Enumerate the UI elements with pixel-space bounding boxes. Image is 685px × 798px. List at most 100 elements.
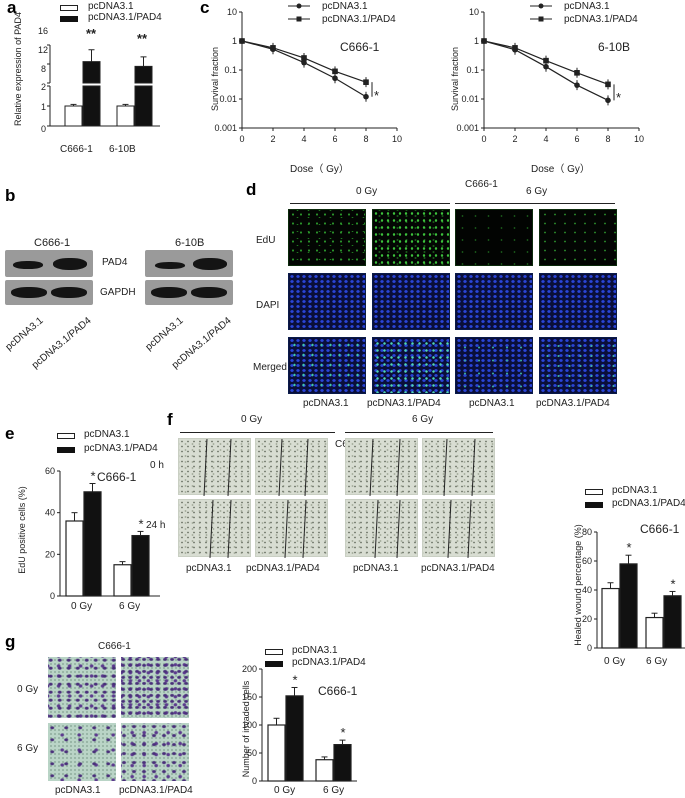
y-tick-label: 40 [582,585,592,595]
column-label: pcDNA3.1 [469,398,515,409]
bar [82,85,101,127]
y-tick-label: 0 [252,776,257,786]
y-tick-label: 200 [242,664,257,674]
transwell-image [48,657,116,718]
significance-mark: * [292,672,297,687]
dose-label: 6 Gy [412,414,434,425]
panel-label-g: g [5,632,16,651]
bar [116,105,135,127]
transwell-image [121,657,189,718]
x-tick-label: 8 [363,134,368,144]
x-tick-label: 6 Gy [646,656,668,667]
cell-line-label: 6-10B [175,237,205,249]
edu-image [372,209,450,266]
bar [619,563,638,649]
legend-label-control: pcDNA3.1 [612,485,658,496]
y-axis-label: Relative expression of PAD4 [13,12,23,126]
bar [601,587,620,649]
x-tick-label: 2 [512,134,517,144]
data-point [512,45,518,51]
y-tick-label: 40 [45,508,55,518]
dapi-image [455,273,533,330]
bar [113,564,132,597]
western-blot-gapdh [145,280,233,305]
x-tick-label: 10 [392,134,402,144]
data-point [605,97,611,104]
y-axis-label: EdU positive cells (%) [17,486,27,574]
significance-mark: ** [137,31,148,46]
chart-title: C666-1 [97,470,137,484]
significance-mark: * [90,469,95,484]
bar [285,695,304,782]
x-tick-label: 2 [270,134,275,144]
edu-image [288,209,366,266]
x-tick-label: 0 Gy [604,656,626,667]
column-label: pcDNA3.1/PAD4 [119,785,193,796]
cell-line-label: C666-1 [34,237,71,249]
merged-image [372,337,450,394]
time-label: 24 h [146,520,166,531]
bar [64,105,83,127]
edu-image [455,209,533,266]
y-tick-label: 2 [41,82,47,92]
legend-swatch-pad4 [60,16,78,22]
y-tick-label: 100 [242,720,257,730]
bar [134,85,153,127]
column-label: pcDNA3.1 [186,563,232,574]
y-tick-label: 16 [38,26,49,36]
significance-mark: * [138,516,143,531]
significance-mark: * [670,576,675,591]
x-tick-label: 6-10B [109,144,136,155]
transwell-image [48,723,116,781]
western-blot-pad4 [5,250,93,277]
bar-chart-f: 0 20 40 60 80 * * [582,527,685,653]
legend-swatch-control [57,433,75,439]
lane-label: pcDNA3.1/PAD4 [169,315,234,372]
column-label: pcDNA3.1/PAD4 [246,563,320,574]
y-tick-label: 0 [41,124,47,134]
wound-image [345,438,418,496]
legend-swatch-pad4 [265,661,283,667]
wound-image [255,499,328,558]
legend-label-pad4: pcDNA3.1/PAD4 [564,14,638,25]
legend-label-pad4: pcDNA3.1/PAD4 [612,498,685,509]
column-label: pcDNA3.1/PAD4 [421,563,495,574]
protein-label: PAD4 [102,257,128,268]
significance-mark: * [340,725,345,740]
data-point [332,75,338,82]
x-tick-label: 0 Gy [274,785,296,796]
y-tick-label: 20 [582,614,592,624]
legend-swatch-pad4 [57,447,75,453]
legend-swatch-control [585,489,603,495]
wound-image [255,438,328,496]
bar [663,595,682,649]
data-point [270,45,276,51]
wound-image [178,438,251,496]
panel-label-a: a [7,0,17,17]
wound-image [178,499,251,558]
x-tick-label: 6 [332,134,337,144]
column-label: pcDNA3.1/PAD4 [536,398,610,409]
panel-label-e: e [5,424,15,443]
y-tick-label: 1 [232,36,237,46]
significance-mark: * [626,540,631,555]
y-tick-label: 0.1 [224,65,237,75]
legend-markers [288,3,310,22]
legend-label-pad4: pcDNA3.1/PAD4 [322,14,396,25]
legend-label-control: pcDNA3.1 [322,1,368,12]
panel-label-c: c [200,0,210,17]
y-tick-label: 0.001 [456,123,479,133]
x-tick-label: 0 [239,134,244,144]
merged-image [539,337,617,394]
chart-title: C666-1 [318,684,358,698]
significance-mark: * [616,90,622,105]
legend-markers [530,3,552,22]
y-tick-label: 0 [50,591,55,601]
dose-label: 0 Gy [356,186,378,197]
bar [82,61,101,84]
lane-label: pcDNA3.1/PAD4 [29,315,94,372]
y-tick-label: 12 [38,45,49,55]
data-point [543,57,549,64]
